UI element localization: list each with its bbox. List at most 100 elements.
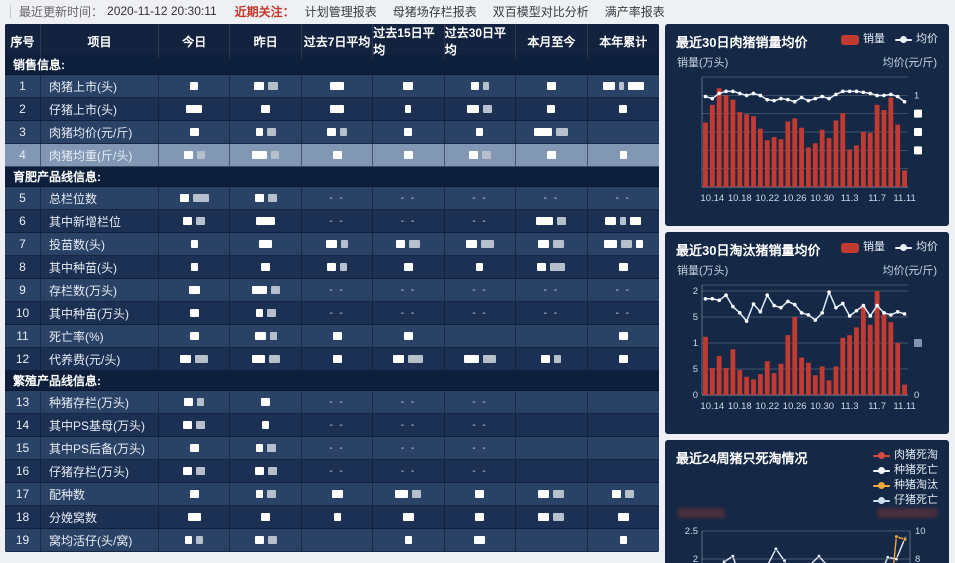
row-cell-value: - - xyxy=(445,302,517,324)
chart-plot-3: 2.521.51086 xyxy=(685,526,926,563)
redacted-value xyxy=(340,128,348,136)
no-data-dash: - - xyxy=(615,307,631,319)
table-row[interactable]: 14 其中PS基母(万头) - - - - - - xyxy=(5,414,659,437)
legend-item-肉猪死淘[interactable]: 肉猪死淘 xyxy=(873,448,938,463)
redacted-value xyxy=(266,490,276,498)
table-row[interactable]: 3 肉猪均价(元/斤) xyxy=(5,121,659,144)
table-row[interactable]: 2 仔猪上市(头) xyxy=(5,98,659,121)
legend-label: 销量 xyxy=(863,33,885,45)
report-link-3[interactable]: 双百模型对比分析 xyxy=(492,4,589,19)
table-row[interactable]: 4 肉猪均重(斤/头) xyxy=(5,144,659,167)
no-data-dash: - - xyxy=(400,215,417,227)
row-item-name: 投苗数(头) xyxy=(41,233,159,255)
redacted-value xyxy=(620,240,632,248)
row-index: 5 xyxy=(5,187,41,209)
legend-label: 种猪淘汰 xyxy=(894,479,938,491)
redacted-value xyxy=(538,240,550,248)
row-cell-value xyxy=(588,325,659,347)
legend-item-种猪淘汰[interactable]: 种猪淘汰 xyxy=(873,478,938,493)
chart-title-row: 最近30日淘汰猪销量均价 销量 均价 xyxy=(676,240,938,262)
redacted-value xyxy=(602,82,615,90)
table-row[interactable]: 15 其中PS后备(万头) - - - - - - xyxy=(5,437,659,460)
redacted-value xyxy=(259,240,273,248)
redacted-value xyxy=(179,194,189,202)
table-row[interactable]: 5 总栏位数 - - - - - - - - - - xyxy=(5,187,659,210)
table-row[interactable]: 9 存栏数(万头) - - - - - - - - - - xyxy=(5,279,659,302)
redacted-value xyxy=(483,105,493,113)
table-row[interactable]: 17 配种数 xyxy=(5,483,659,506)
row-cell-value xyxy=(302,144,374,166)
redacted-value xyxy=(553,513,565,521)
no-data-dash: - - xyxy=(615,192,631,204)
table-row[interactable]: 13 种猪存栏(万头) - - - - - - xyxy=(5,391,659,414)
y-axis-label-left: 销量(万头) xyxy=(677,265,729,277)
table-row[interactable]: 18 分娩窝数 xyxy=(5,506,659,529)
redacted-value xyxy=(196,217,206,225)
redacted-value xyxy=(619,536,627,544)
row-cell-value xyxy=(445,348,517,370)
row-cell-value xyxy=(516,75,588,97)
row-index: 16 xyxy=(5,460,41,482)
report-link-4[interactable]: 满产率报表 xyxy=(604,4,665,19)
row-index: 18 xyxy=(5,506,41,528)
table-row[interactable]: 8 其中种苗(头) xyxy=(5,256,659,279)
table-row[interactable]: 1 肉猪上市(头) xyxy=(5,75,659,98)
svg-text:10.22: 10.22 xyxy=(755,401,779,412)
redacted-value xyxy=(196,151,205,159)
legend-item-均价[interactable]: 均价 xyxy=(895,240,938,255)
axis-labels-row: 销量(万头) 均价(元/斤) xyxy=(676,262,938,277)
redacted-value xyxy=(627,82,644,90)
table-row[interactable]: 19 窝均活仔(头/窝) xyxy=(5,529,659,552)
redacted-value xyxy=(556,128,569,136)
redacted-value xyxy=(340,263,348,271)
redacted-value xyxy=(256,217,276,225)
row-cell-value xyxy=(516,348,588,370)
row-item-name: 仔猪上市(头) xyxy=(41,98,159,120)
row-cell-value: - - xyxy=(373,414,445,436)
row-cell-value xyxy=(516,483,588,505)
table-row[interactable]: 7 投苗数(头) xyxy=(5,233,659,256)
row-cell-value xyxy=(445,233,517,255)
row-cell-value xyxy=(373,233,445,255)
row-cell-value xyxy=(159,302,231,324)
row-cell-value xyxy=(159,98,231,120)
redacted-value xyxy=(262,421,270,429)
redacted-value xyxy=(534,128,553,136)
redacted-value xyxy=(196,536,204,544)
table-row[interactable]: 11 死亡率(%) xyxy=(5,325,659,348)
row-cell-value xyxy=(159,210,231,232)
legend-item-仔猪死亡[interactable]: 仔猪死亡 xyxy=(873,493,938,508)
svg-text:11.7: 11.7 xyxy=(868,193,886,204)
row-cell-value xyxy=(230,210,302,232)
legend-item-销量[interactable]: 销量 xyxy=(841,240,885,255)
row-index: 6 xyxy=(5,210,41,232)
table-row[interactable]: 6 其中新增栏位 - - - - - - xyxy=(5,210,659,233)
row-cell-value xyxy=(588,414,659,436)
no-data-dash: - - xyxy=(543,284,560,296)
legend-item-种猪死亡[interactable]: 种猪死亡 xyxy=(873,463,938,478)
svg-text:10: 10 xyxy=(915,526,926,537)
row-cell-value xyxy=(302,348,374,370)
row-cell-value xyxy=(445,256,517,278)
row-cell-value xyxy=(516,144,588,166)
legend-item-均价[interactable]: 均价 xyxy=(895,32,938,47)
row-cell-value xyxy=(230,256,302,278)
report-link-1[interactable]: 计划管理报表 xyxy=(304,4,377,19)
redacted-value xyxy=(476,128,484,136)
row-cell-value: - - xyxy=(588,302,659,324)
row-cell-value: - - xyxy=(588,279,659,301)
legend-bar-swatch xyxy=(841,34,859,45)
table-row[interactable]: 10 其中种苗(万头) - - - - - - - - - - xyxy=(5,302,659,325)
table-row[interactable]: 16 仔猪存栏(万头) - - - - - - xyxy=(5,460,659,483)
row-cell-value xyxy=(588,529,659,551)
row-cell-value: - - xyxy=(445,210,517,232)
no-data-dash: - - xyxy=(329,307,345,319)
no-data-dash: - - xyxy=(400,419,417,431)
row-cell-value xyxy=(230,506,302,528)
report-link-2[interactable]: 母猪场存栏报表 xyxy=(392,4,477,19)
svg-text:10.22: 10.22 xyxy=(755,193,779,204)
table-row[interactable]: 12 代养费(元/头) xyxy=(5,348,659,371)
legend-item-销量[interactable]: 销量 xyxy=(841,32,885,47)
row-cell-value xyxy=(159,348,231,370)
redacted-value xyxy=(326,240,338,248)
